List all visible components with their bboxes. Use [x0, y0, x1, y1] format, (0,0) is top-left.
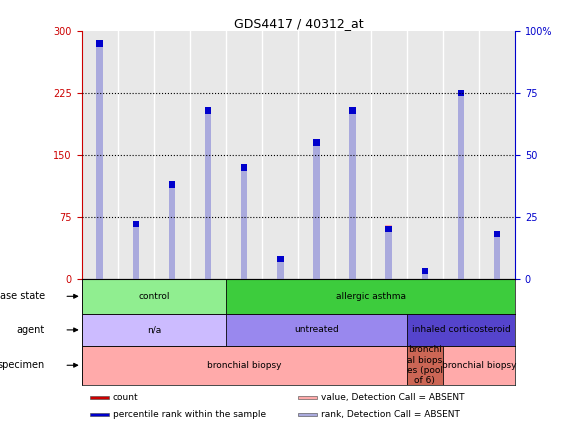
- Bar: [277, 255, 284, 262]
- Bar: [169, 209, 175, 279]
- Text: rank, Detection Call = ABSENT: rank, Detection Call = ABSENT: [321, 410, 460, 419]
- Bar: [90, 413, 109, 416]
- Bar: [458, 90, 464, 96]
- Bar: [386, 225, 392, 279]
- Bar: [82, 346, 406, 385]
- Bar: [82, 314, 226, 346]
- Bar: [406, 314, 515, 346]
- Text: control: control: [138, 292, 169, 301]
- Bar: [494, 234, 501, 279]
- Bar: [298, 31, 334, 279]
- Title: GDS4417 / 40312_at: GDS4417 / 40312_at: [234, 17, 363, 30]
- Bar: [241, 204, 248, 279]
- Bar: [443, 31, 479, 279]
- Bar: [298, 413, 318, 416]
- Bar: [349, 151, 356, 279]
- Bar: [349, 107, 356, 114]
- Text: bronchial biopsy: bronchial biopsy: [207, 361, 282, 370]
- Bar: [169, 181, 175, 188]
- Bar: [494, 231, 501, 238]
- Bar: [277, 259, 284, 279]
- Bar: [406, 31, 443, 279]
- Bar: [334, 31, 370, 279]
- Bar: [458, 93, 464, 279]
- Bar: [370, 31, 406, 279]
- Bar: [406, 346, 443, 385]
- Bar: [443, 346, 515, 385]
- Bar: [205, 110, 211, 279]
- Bar: [458, 171, 464, 279]
- Bar: [422, 268, 428, 274]
- Bar: [494, 258, 501, 279]
- Bar: [241, 167, 248, 279]
- Bar: [132, 221, 139, 279]
- Bar: [313, 139, 320, 146]
- Text: bronchial biopsy: bronchial biopsy: [442, 361, 516, 370]
- Bar: [82, 279, 226, 314]
- Text: bronchi
al biops
es (pool
of 6): bronchi al biops es (pool of 6): [407, 345, 443, 385]
- Bar: [205, 107, 211, 114]
- Text: allergic asthma: allergic asthma: [336, 292, 406, 301]
- Bar: [313, 204, 320, 279]
- Bar: [154, 31, 190, 279]
- Bar: [205, 180, 211, 279]
- Bar: [386, 226, 392, 232]
- Text: n/a: n/a: [147, 325, 161, 334]
- Bar: [226, 279, 515, 314]
- Bar: [241, 164, 248, 170]
- Text: untreated: untreated: [294, 325, 339, 334]
- Bar: [96, 44, 103, 279]
- Bar: [226, 31, 262, 279]
- Text: percentile rank within the sample: percentile rank within the sample: [113, 410, 266, 419]
- Bar: [132, 224, 139, 279]
- Text: specimen: specimen: [0, 360, 45, 370]
- Text: agent: agent: [16, 325, 45, 335]
- Bar: [132, 221, 139, 227]
- Bar: [386, 229, 392, 279]
- Bar: [96, 40, 103, 47]
- Bar: [169, 185, 175, 279]
- Text: inhaled corticosteroid: inhaled corticosteroid: [412, 325, 510, 334]
- Bar: [190, 31, 226, 279]
- Bar: [226, 314, 406, 346]
- Bar: [313, 143, 320, 279]
- Bar: [96, 72, 103, 279]
- Bar: [422, 272, 428, 279]
- Bar: [298, 396, 318, 400]
- Bar: [82, 31, 118, 279]
- Text: value, Detection Call = ABSENT: value, Detection Call = ABSENT: [321, 393, 464, 402]
- Bar: [118, 31, 154, 279]
- Bar: [262, 31, 298, 279]
- Bar: [479, 31, 515, 279]
- Bar: [90, 396, 109, 400]
- Bar: [277, 255, 284, 279]
- Text: count: count: [113, 393, 138, 402]
- Text: disease state: disease state: [0, 291, 45, 301]
- Bar: [422, 271, 428, 279]
- Bar: [349, 110, 356, 279]
